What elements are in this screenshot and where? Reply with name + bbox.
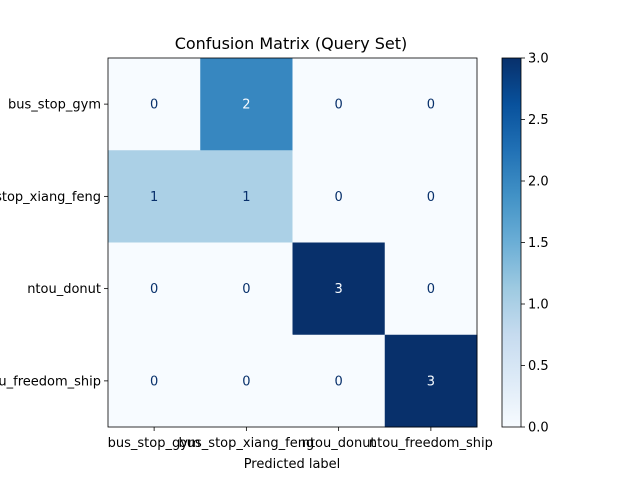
heatmap-cell bbox=[200, 58, 293, 151]
heatmap-cell bbox=[108, 242, 201, 336]
heatmap-cell bbox=[200, 150, 293, 243]
x-tick-label: ntou_donut bbox=[302, 436, 376, 451]
cell-value-label: 0 bbox=[150, 98, 158, 113]
colorbar-tick-label: 1.5 bbox=[528, 236, 549, 251]
heatmap-cell bbox=[384, 242, 478, 336]
cell-value-label: 0 bbox=[150, 282, 158, 297]
cell-value-label: 2 bbox=[242, 98, 250, 113]
colorbar-tick-label: 2.0 bbox=[528, 175, 549, 190]
cell-value-label: 0 bbox=[427, 98, 435, 113]
heatmap-cells: 0 2 0 0 1 1 0 0 0 0 3 0 0 0 0 3 bbox=[108, 58, 478, 428]
y-tick-label: ntou_freedom_ship bbox=[0, 374, 101, 389]
colorbar-tick-label: 0.0 bbox=[528, 421, 549, 436]
cell-value-label: 1 bbox=[242, 190, 250, 205]
heatmap-cell bbox=[292, 58, 386, 151]
x-axis-label: Predicted label bbox=[244, 457, 341, 472]
cell-value-label: 0 bbox=[334, 98, 342, 113]
cell-value-label: 0 bbox=[242, 374, 250, 389]
colorbar-tick-label: 1.0 bbox=[528, 298, 549, 313]
heatmap-cell bbox=[108, 334, 201, 428]
x-tick-label: bus_stop_gym bbox=[108, 436, 201, 451]
heatmap-cell bbox=[384, 58, 478, 151]
axis-ticks: bus_stop_gymbus_stop_xiang_fengntou_donu… bbox=[0, 98, 493, 451]
cell-value-label: 1 bbox=[150, 190, 158, 205]
cell-value-label: 0 bbox=[334, 374, 342, 389]
heatmap-cell bbox=[292, 242, 386, 336]
heatmap-cell bbox=[108, 150, 201, 243]
colorbar-tick-label: 3.0 bbox=[528, 52, 549, 67]
heatmap-cell bbox=[292, 334, 386, 428]
colorbar-tick-label: 2.5 bbox=[528, 113, 549, 128]
cell-value-label: 0 bbox=[427, 190, 435, 205]
heatmap-cell bbox=[108, 58, 201, 151]
cell-value-label: 0 bbox=[334, 190, 342, 205]
heatmap-cell bbox=[384, 334, 478, 428]
cell-value-label: 0 bbox=[427, 282, 435, 297]
heatmap-frame bbox=[107, 57, 478, 428]
colorbar bbox=[501, 57, 522, 428]
colorbar-ticks: 0.0 0.5 1.0 1.5 2.0 2.5 3.0 bbox=[521, 52, 549, 436]
heatmap-cell bbox=[200, 242, 293, 336]
y-tick-label: bus_stop_xiang_feng bbox=[0, 190, 101, 205]
cell-value-label: 3 bbox=[334, 282, 342, 297]
cell-value-label: 0 bbox=[150, 374, 158, 389]
heatmap-cell bbox=[292, 150, 386, 243]
cell-value-label: 0 bbox=[242, 282, 250, 297]
y-tick-label: ntou_donut bbox=[27, 282, 101, 297]
x-tick-label: bus_stop_xiang_feng bbox=[179, 436, 315, 451]
heatmap-cell bbox=[200, 334, 293, 428]
x-tick-label: ntou_freedom_ship bbox=[369, 436, 493, 451]
y-tick-label: bus_stop_gym bbox=[8, 98, 101, 113]
colorbar-tick-label: 0.5 bbox=[528, 359, 549, 374]
heatmap-cell bbox=[384, 150, 478, 243]
chart-title: Confusion Matrix (Query Set) bbox=[175, 34, 408, 53]
cell-value-label: 3 bbox=[427, 374, 435, 389]
